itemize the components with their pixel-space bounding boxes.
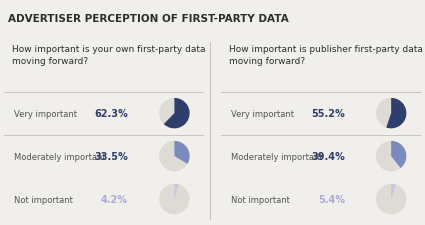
Wedge shape	[386, 99, 406, 129]
Text: 4.2%: 4.2%	[101, 194, 128, 204]
Wedge shape	[376, 141, 406, 171]
Wedge shape	[159, 184, 190, 214]
Text: Moderately important: Moderately important	[231, 152, 323, 161]
Text: 33.5%: 33.5%	[94, 151, 128, 161]
Wedge shape	[174, 184, 178, 199]
Text: 62.3%: 62.3%	[94, 109, 128, 119]
Text: 55.2%: 55.2%	[311, 109, 345, 119]
Text: 5.4%: 5.4%	[318, 194, 345, 204]
Text: Not important: Not important	[14, 195, 73, 204]
Text: How important is your own first-party data
moving forward?: How important is your own first-party da…	[12, 45, 206, 66]
Text: Very important: Very important	[14, 109, 77, 118]
Text: Not important: Not important	[231, 195, 290, 204]
Wedge shape	[164, 99, 190, 129]
Text: How important is publisher first-party data
moving forward?: How important is publisher first-party d…	[229, 45, 423, 66]
Wedge shape	[159, 99, 190, 129]
Wedge shape	[391, 184, 396, 199]
Wedge shape	[376, 99, 406, 129]
Text: Very important: Very important	[231, 109, 294, 118]
Wedge shape	[174, 141, 190, 164]
Wedge shape	[391, 141, 406, 168]
Wedge shape	[159, 141, 190, 171]
Text: Moderately important: Moderately important	[14, 152, 106, 161]
Text: ADVERTISER PERCEPTION OF FIRST-PARTY DATA: ADVERTISER PERCEPTION OF FIRST-PARTY DAT…	[8, 14, 289, 23]
Text: 39.4%: 39.4%	[311, 151, 345, 161]
Wedge shape	[376, 184, 406, 214]
